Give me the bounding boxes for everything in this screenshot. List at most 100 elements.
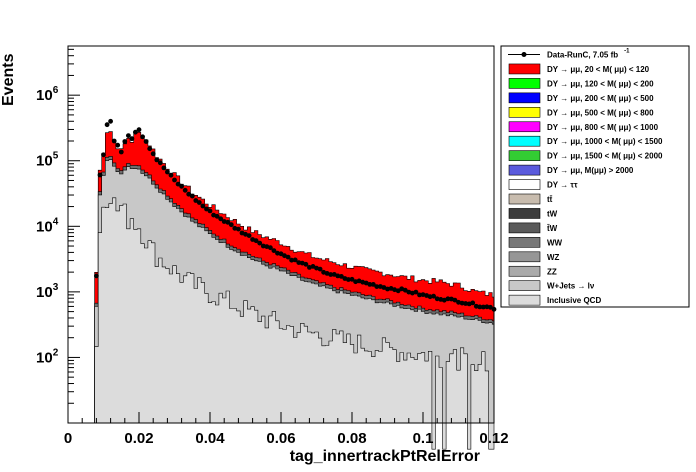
data-point (104, 122, 110, 128)
y-tick-label: 105 (36, 151, 59, 170)
data-point (150, 151, 156, 157)
legend-label: DY → μμ, 500 < M( μμ) < 800 (547, 108, 654, 117)
y-tick-label: 106 (36, 85, 59, 104)
data-point (232, 225, 238, 231)
data-point (417, 292, 422, 298)
legend-label: DY → μμ, M(μμ) > 2000 (547, 166, 634, 175)
legend-label: tW (547, 209, 558, 218)
x-tick-label: 0.06 (266, 430, 295, 447)
legend-swatch (508, 294, 541, 306)
legend-swatch (508, 222, 541, 234)
data-point (271, 248, 277, 254)
legend-swatch (508, 265, 541, 277)
legend-swatch (508, 208, 541, 219)
data-point (129, 136, 135, 142)
data-point (317, 266, 323, 272)
data-point (441, 297, 447, 303)
data-point (370, 282, 376, 287)
data-point (392, 287, 397, 293)
x-tick-label: 0.1 (413, 430, 434, 447)
data-point (402, 287, 408, 293)
data-point (303, 261, 309, 267)
legend-swatch (508, 92, 541, 104)
data-point (346, 277, 351, 282)
data-point (381, 285, 387, 290)
y-tick-label: 102 (36, 347, 59, 366)
data-point (218, 216, 224, 222)
data-point (118, 149, 124, 155)
legend-swatch (508, 164, 541, 176)
legend-label: W+Jets → lν (547, 282, 595, 291)
data-point (481, 304, 486, 310)
y-tick-label: 104 (36, 216, 59, 235)
data-point (165, 169, 170, 175)
x-tick-label: 0.08 (337, 430, 366, 447)
legend-swatch (508, 150, 541, 161)
legend-label: tt̄ (547, 195, 553, 204)
data-point (147, 146, 153, 152)
data-point (278, 251, 284, 257)
data-point (431, 293, 436, 299)
data-point (214, 213, 220, 219)
data-point (101, 152, 106, 158)
data-point (296, 260, 302, 265)
data-point (186, 191, 192, 197)
data-point (136, 127, 142, 133)
data-point (143, 139, 149, 144)
data-point (97, 172, 103, 178)
data-point (179, 183, 185, 189)
legend-swatch (508, 179, 541, 190)
data-point (395, 288, 401, 294)
data-point (488, 304, 493, 310)
data-point (335, 273, 341, 279)
legend-label: DY → μμ, 1500 < M( μμ) < 2000 (547, 152, 663, 161)
data-point (193, 198, 199, 203)
data-point (221, 219, 227, 224)
legend-label: DY → μμ, 20 < M( μμ) < 120 (547, 65, 650, 74)
data-point (122, 139, 128, 144)
y-axis-title: Events (0, 53, 17, 106)
data-point (236, 226, 241, 232)
data-point (413, 289, 419, 295)
data-point (463, 301, 468, 306)
data-point (374, 284, 380, 289)
data-point (172, 177, 177, 183)
y-ticks: 102 103 104 105 106 (36, 48, 80, 424)
data-point (399, 286, 405, 292)
data-point (225, 219, 231, 225)
data-point (470, 300, 476, 306)
legend-label: Data-RunC, 7.05 fb -1 (547, 49, 630, 60)
data-point (204, 206, 209, 212)
data-point (314, 265, 319, 271)
data-point (94, 273, 99, 279)
legend-label: t̄W (546, 224, 557, 233)
data-point (385, 286, 390, 292)
data-point (196, 200, 202, 205)
y-tick-label: 103 (36, 282, 59, 301)
data-point (307, 265, 312, 270)
legend-swatch (508, 237, 541, 248)
data-points-layer (94, 118, 497, 312)
data-point (108, 118, 113, 124)
x-tick-label: 0 (64, 430, 72, 447)
data-point (268, 245, 273, 251)
data-point (207, 208, 213, 214)
legend-swatch (508, 121, 541, 133)
data-point (484, 304, 490, 310)
data-point (289, 257, 294, 263)
data-point (140, 134, 146, 140)
legend-label: Inclusive QCD (547, 296, 601, 305)
legend-label: DY → μμ, 1000 < M( μμ) < 1500 (547, 137, 663, 146)
data-point (328, 272, 334, 277)
x-ticks: 0 0.02 0.04 0.06 0.08 0.1 0.12 (64, 412, 509, 447)
data-point (264, 244, 270, 250)
data-point (285, 254, 291, 260)
data-point (189, 193, 195, 199)
x-tick-label: 0.02 (124, 430, 153, 447)
legend-swatch (508, 193, 541, 205)
legend-label: DY → μμ, 800 < M( μμ) < 1000 (547, 123, 659, 132)
histogram-layer (94, 131, 495, 450)
data-point (477, 304, 483, 310)
data-point (157, 160, 163, 166)
